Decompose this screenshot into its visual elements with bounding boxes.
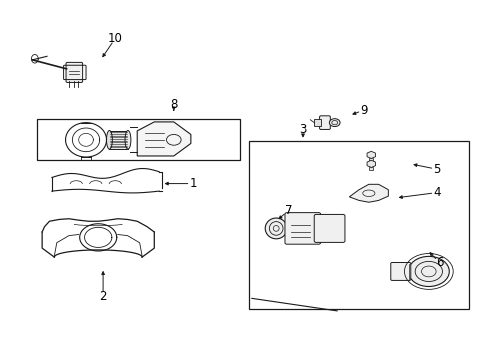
Text: 7: 7 (284, 204, 291, 217)
Polygon shape (366, 151, 375, 158)
Circle shape (407, 256, 448, 287)
Bar (109, 131, 128, 149)
FancyBboxPatch shape (66, 62, 82, 82)
FancyBboxPatch shape (390, 262, 410, 280)
Text: 5: 5 (432, 163, 440, 176)
Bar (368, 167, 372, 170)
Bar (314, 119, 321, 126)
Polygon shape (348, 184, 387, 202)
Text: 9: 9 (360, 104, 367, 117)
FancyBboxPatch shape (314, 215, 344, 242)
FancyBboxPatch shape (285, 213, 320, 244)
Text: 4: 4 (432, 186, 440, 199)
FancyBboxPatch shape (319, 116, 330, 130)
Text: 1: 1 (189, 177, 197, 190)
Text: 8: 8 (170, 98, 177, 111)
Ellipse shape (125, 131, 131, 149)
Text: 10: 10 (108, 32, 122, 45)
Bar (37, 119, 239, 160)
Text: 2: 2 (99, 290, 106, 303)
Polygon shape (137, 122, 190, 156)
Ellipse shape (106, 131, 112, 149)
Bar (249, 140, 468, 309)
Polygon shape (366, 160, 375, 167)
Text: 3: 3 (299, 123, 306, 136)
Bar (368, 158, 372, 161)
Ellipse shape (329, 119, 339, 127)
Text: 6: 6 (435, 256, 443, 269)
Ellipse shape (264, 218, 286, 239)
